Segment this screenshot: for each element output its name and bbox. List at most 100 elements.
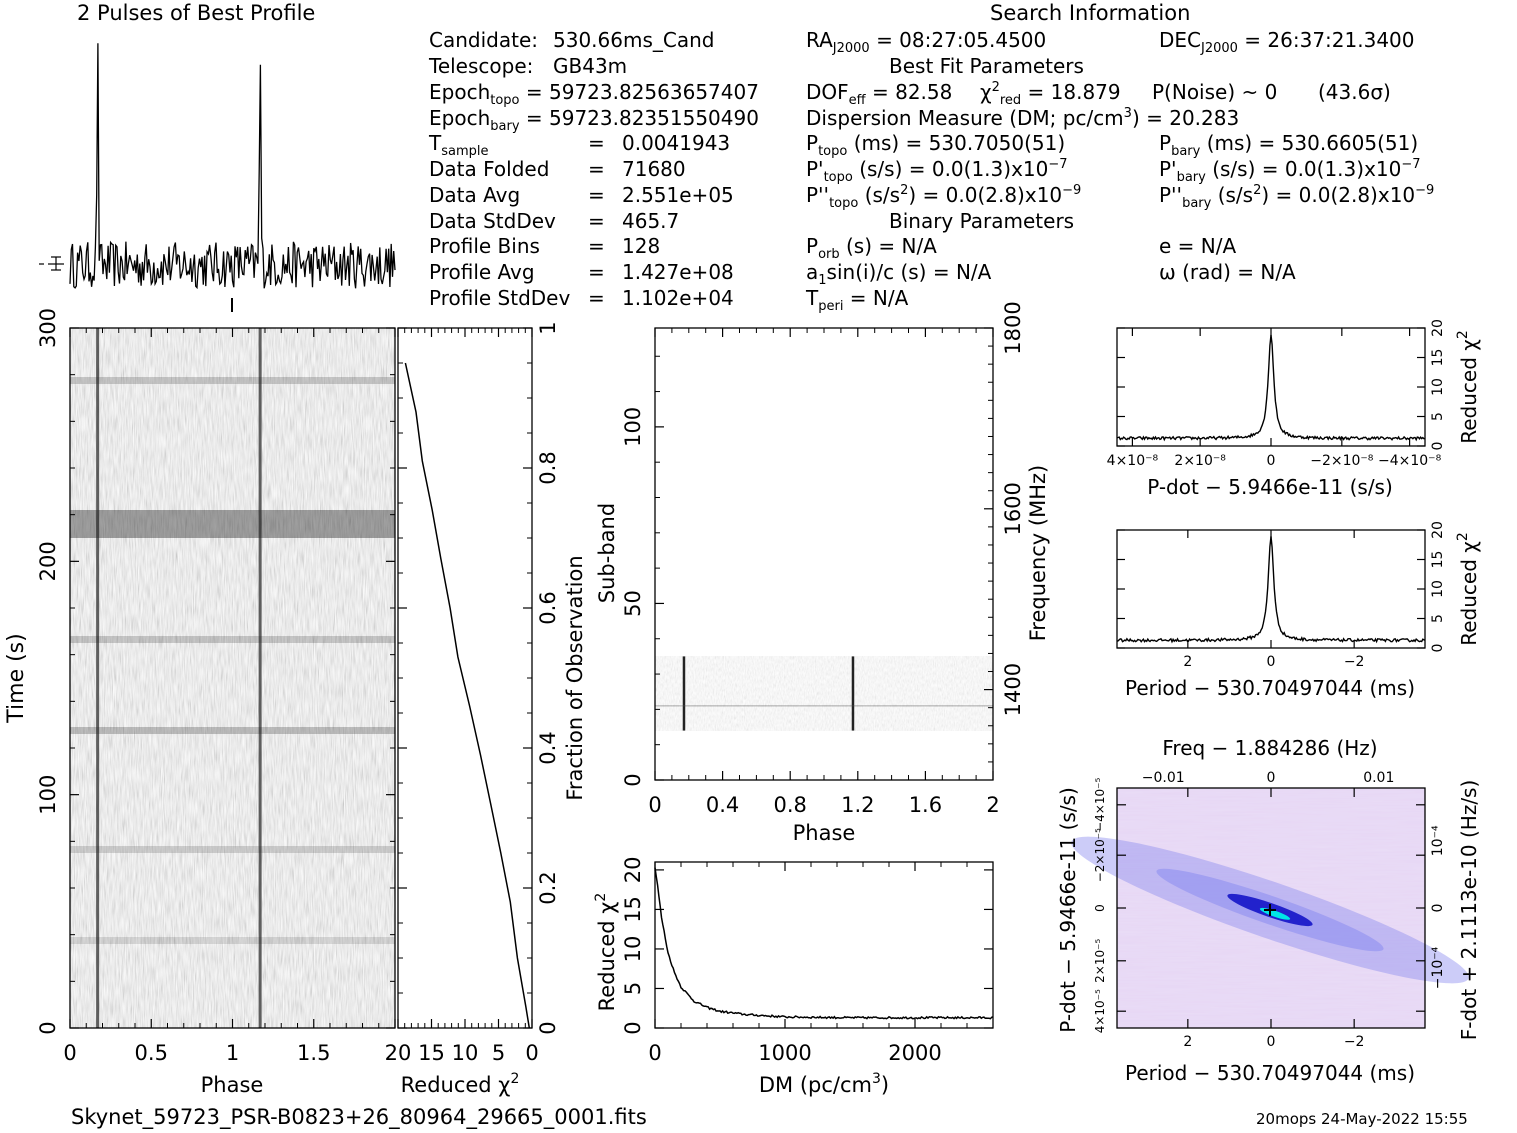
y-axis-label: Reduced χ2: [1455, 532, 1481, 646]
y-tick-label: 0: [1430, 644, 1446, 653]
x-tick-label-top: 0: [1267, 770, 1276, 786]
label-text: P-dot − 5.9466e-11 (s/s): [1147, 475, 1393, 499]
x-tick-label: 2: [986, 793, 999, 817]
y-tick-label: 20: [1430, 319, 1446, 337]
chi-line: [404, 362, 531, 1029]
y-tick-label: 0.8: [536, 451, 560, 484]
porb-line: Porb (s) = N/A: [806, 234, 937, 262]
y-tick-label: 15: [621, 896, 645, 923]
x-tick-label: 0: [1267, 1034, 1276, 1050]
dm-chi-plot: 0 1000 2000 0 5 10 15 20 DM (pc/cm3) Reduced χ2: [593, 857, 994, 1097]
label-sup: 2: [1455, 330, 1471, 339]
pdot-bary-line: P'bary (s/s) = 0.0(1.3)x10−7: [1159, 157, 1421, 185]
p-pdot-plot: 2 0 −2 −0.01 0 0.01 4×10⁻⁵ 2×10⁻⁵ 0 −2×10⁻⁵−4×10⁻…: [1056, 736, 1481, 1085]
y-tick-label: −2×10⁻⁵: [1093, 828, 1107, 882]
y-tick-label: 0.6: [536, 591, 560, 624]
ptopo-line: Ptopo (ms) = 530.7050(51): [806, 131, 1066, 159]
x-axis-label: Period − 530.70497044 (ms): [1125, 676, 1415, 700]
y-axis-label: Reduced χ2: [593, 893, 619, 1012]
y-tick-label: 0: [536, 1021, 560, 1034]
label-sup: 2: [593, 893, 609, 902]
x-tick-label: 0: [648, 793, 661, 817]
y-tick-label-right: 1800: [1001, 301, 1025, 354]
telescope-value: GB43m: [553, 54, 628, 78]
y-tick-label-right: 10⁻⁴: [1430, 825, 1446, 856]
y-tick-label-right: 0: [1430, 904, 1446, 913]
y-tick-label: 10: [1430, 378, 1446, 396]
time-phase-plot: 0 0.5 1 1.5 0 100 200 300 Phase Time (s): [4, 308, 396, 1097]
y-tick-label: 5: [1430, 412, 1446, 421]
y-tick-label: 15: [1430, 551, 1446, 569]
y-tick-label: 10: [621, 936, 645, 963]
band-noise: [655, 656, 993, 731]
x-tick-label: 4×10⁻⁸: [1107, 453, 1159, 469]
label-sup: 2: [510, 1071, 519, 1087]
y-tick-label: 20: [621, 857, 645, 884]
pdot-topo-line: P'topo (s/s) = 0.0(1.3)x10−7: [806, 157, 1068, 185]
y-axis-label: Sub-band: [595, 503, 619, 603]
dark-row: [70, 636, 395, 643]
data-avg-value: 2.551e+05: [622, 183, 734, 207]
label-sup: 2: [1455, 532, 1471, 541]
label-text: Phase: [793, 821, 856, 845]
x-tick-label: 20: [385, 1041, 412, 1065]
label-text: Period − 530.70497044 (ms): [1125, 676, 1415, 700]
x-tick-label: 0: [1267, 654, 1276, 670]
timestamp-label: 20mops 24-May-2022 15:55: [1256, 1110, 1468, 1128]
eq-sign: =: [588, 183, 605, 207]
x-tick-label: 1000: [758, 1041, 811, 1065]
y-tick-label: 100: [36, 775, 60, 815]
pddot-topo-line: P''topo (s/s2) = 0.0(2.8)x10−9: [806, 183, 1082, 211]
y-axis-label: Reduced χ2: [1455, 330, 1481, 444]
x-axis-label: Phase: [201, 1073, 264, 1097]
y-tick-label: 0: [1093, 904, 1107, 912]
eq-sign: =: [588, 131, 605, 155]
pulse-track: [682, 656, 686, 731]
x-tick-label: 2×10⁻⁸: [1174, 453, 1226, 469]
label-text: Time (s): [4, 633, 29, 723]
y-tick-label: 200: [36, 541, 60, 581]
a1-line: a1sin(i)/c (s) = N/A: [806, 260, 992, 288]
label-text: Fraction of Observation: [563, 555, 587, 800]
y-tick-label: 5: [621, 982, 645, 995]
y-tick-label: −4×10⁻⁵: [1093, 778, 1107, 832]
y-tick-label-right: 1400: [1001, 663, 1025, 716]
candidate-label: Candidate:: [429, 28, 538, 52]
eq-sign: =: [588, 286, 605, 310]
x-tick-label: 1.6: [909, 793, 942, 817]
dark-row: [70, 846, 395, 853]
y-tick-label: 15: [1430, 349, 1446, 367]
search-title: Search Information: [990, 1, 1191, 25]
y-tick-label: 300: [36, 308, 60, 348]
y-tick-label: 0: [621, 1021, 645, 1034]
sigma-line: (43.6σ): [1318, 80, 1391, 104]
x-axis-label: Reduced χ2: [401, 1071, 520, 1097]
y-tick-label: 100: [621, 407, 645, 447]
label-text: Phase: [201, 1073, 264, 1097]
x-tick-label: 0: [1267, 453, 1276, 469]
x-tick-label: 5: [492, 1041, 505, 1065]
x-tick-label: 2: [1183, 1034, 1192, 1050]
dm-line: Dispersion Measure (DM; pc/cm3) = 20.283: [806, 106, 1240, 130]
y-tick-label-right: 1600: [1001, 482, 1025, 535]
dark-row: [70, 377, 395, 384]
y-tick-label: 5: [1430, 614, 1446, 623]
x-tick-label-top: −0.01: [1142, 770, 1185, 786]
eq-sign: =: [588, 157, 605, 181]
y-tick-label: 0: [1430, 442, 1446, 451]
y-tick-label: 50: [621, 590, 645, 617]
label-text: Freq − 1.884286 (Hz): [1162, 736, 1377, 760]
x-axis-label: Phase: [793, 821, 856, 845]
x-axis-label-top: Freq − 1.884286 (Hz): [1162, 736, 1377, 760]
data-std-label: Data StdDev: [429, 209, 556, 233]
label-text: F-dot + 2.1113e-10 (Hz/s): [1457, 780, 1481, 1041]
label-end: ): [881, 1073, 889, 1097]
pulse-track: [851, 656, 855, 731]
plot-frame: [1116, 327, 1426, 447]
profile-std-label: Profile StdDev: [429, 286, 571, 310]
epoch-bary: Epochbary = 59723.82351550490: [429, 106, 759, 134]
x-tick-label: 2: [1183, 654, 1192, 670]
